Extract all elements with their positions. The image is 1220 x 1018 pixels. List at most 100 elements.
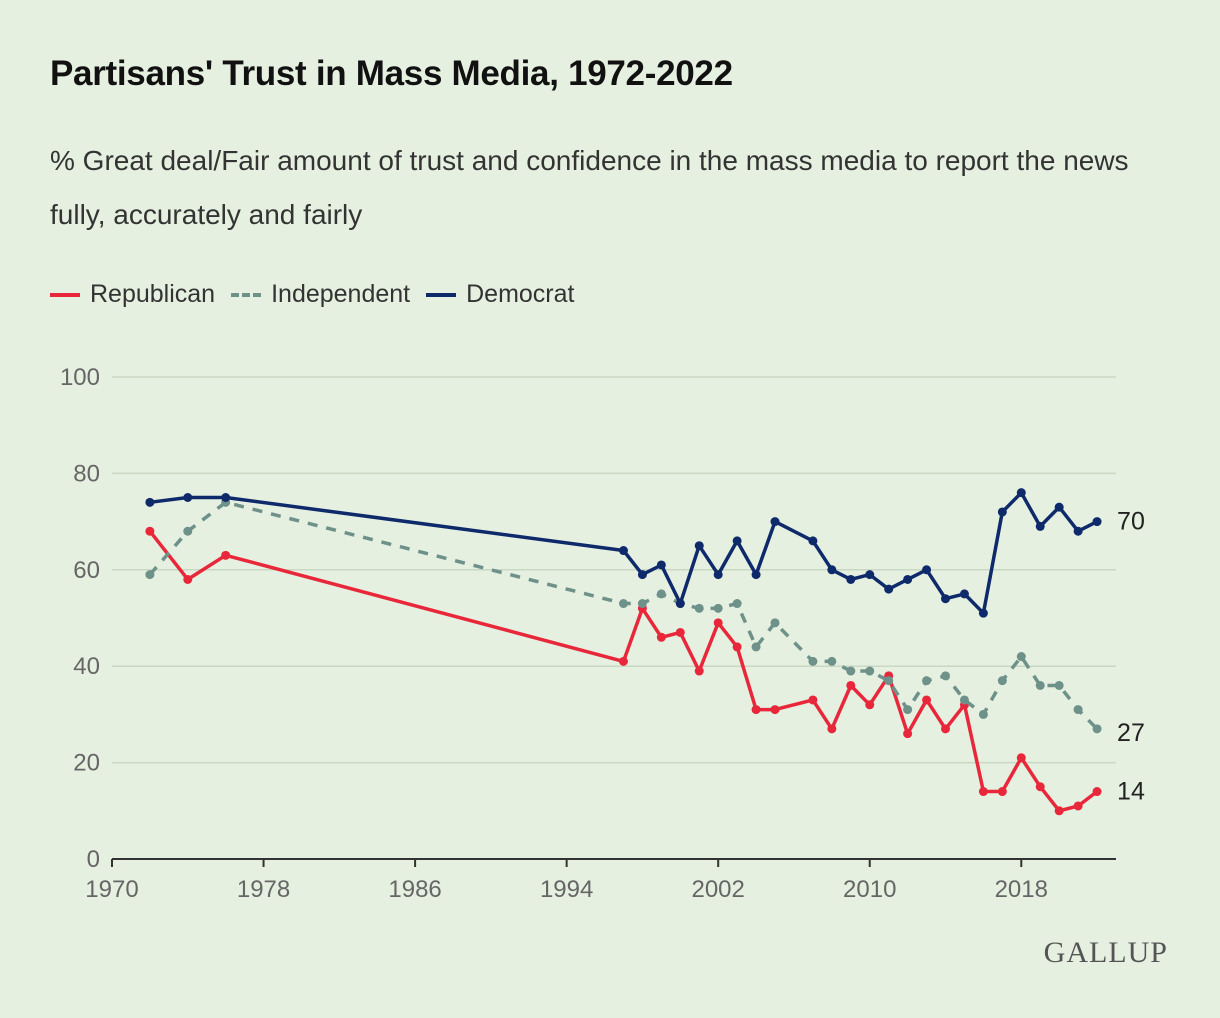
data-point-republican: [675, 627, 685, 637]
x-tick-label: 2018: [995, 876, 1048, 903]
data-point-democrat: [865, 570, 875, 580]
data-point-republican: [770, 705, 780, 715]
data-point-democrat: [618, 546, 628, 556]
data-point-republican: [1092, 787, 1102, 797]
data-point-independent: [1016, 652, 1026, 662]
data-point-independent: [1073, 705, 1083, 715]
legend-item-independent: Independent: [231, 280, 410, 309]
y-tick-label: 80: [73, 460, 100, 487]
y-tick-label: 40: [73, 653, 100, 680]
data-point-independent: [732, 599, 742, 609]
legend-label-independent: Independent: [271, 280, 411, 308]
data-point-independent: [884, 676, 894, 686]
data-point-independent: [656, 589, 666, 599]
legend-label-democrat: Democrat: [466, 280, 575, 308]
data-point-democrat: [808, 536, 818, 546]
end-label-independent: 27: [1117, 719, 1145, 747]
y-tick-label: 100: [60, 364, 100, 391]
data-point-democrat: [1054, 502, 1064, 512]
gallup-logo: GALLUP: [1043, 936, 1168, 969]
legend-item-democrat: Democrat: [426, 280, 575, 309]
legend-label-republican: Republican: [90, 280, 216, 308]
data-point-republican: [183, 574, 193, 584]
data-point-democrat: [978, 608, 988, 618]
data-point-democrat: [846, 574, 856, 584]
data-point-democrat: [637, 570, 647, 580]
data-point-independent: [145, 570, 155, 580]
legend-swatch-republican: [50, 292, 80, 297]
x-tick-label: 1994: [540, 876, 593, 903]
data-point-republican: [941, 724, 951, 734]
legend-swatch-independent: [231, 292, 262, 297]
data-point-independent: [978, 709, 988, 719]
x-tick-label: 1978: [237, 876, 290, 903]
series-line-independent: [148, 500, 1099, 731]
y-tick-label: 60: [73, 557, 100, 584]
data-point-republican: [1016, 753, 1026, 763]
data-point-independent: [1035, 680, 1045, 690]
data-point-democrat: [922, 565, 932, 575]
data-point-independent: [827, 656, 837, 666]
data-point-democrat: [1073, 526, 1083, 536]
data-point-republican: [732, 642, 742, 652]
data-point-democrat: [1016, 488, 1026, 498]
data-point-democrat: [713, 570, 723, 580]
data-point-democrat: [941, 594, 951, 604]
x-tick-label: 1986: [388, 876, 441, 903]
series-line-republican: [148, 530, 1099, 813]
y-tick-label: 0: [87, 846, 100, 873]
data-point-republican: [978, 787, 988, 797]
legend: Republican Independent Democrat: [50, 280, 591, 309]
x-tick-label: 2002: [691, 876, 744, 903]
data-point-independent: [865, 666, 875, 676]
data-point-independent: [959, 695, 969, 705]
data-point-democrat: [884, 584, 894, 594]
data-point-independent: [922, 676, 932, 686]
data-point-republican: [694, 666, 704, 676]
data-point-independent: [1092, 724, 1102, 734]
chart-title: Partisans' Trust in Mass Media, 1972-202…: [50, 54, 733, 93]
data-point-republican: [922, 695, 932, 705]
series-line-democrat: [149, 490, 1098, 615]
data-point-democrat: [1092, 517, 1102, 527]
data-point-democrat: [656, 560, 666, 570]
data-point-republican: [145, 526, 155, 536]
data-point-democrat: [959, 589, 969, 599]
data-point-republican: [808, 695, 818, 705]
data-point-independent: [637, 599, 647, 609]
data-point-republican: [903, 729, 913, 739]
data-point-republican: [656, 632, 666, 642]
data-point-republican: [1054, 806, 1064, 816]
data-point-independent: [1054, 680, 1064, 690]
data-point-democrat: [827, 565, 837, 575]
data-point-independent: [770, 618, 780, 628]
data-point-democrat: [770, 517, 780, 527]
data-point-republican: [827, 724, 837, 734]
data-point-republican: [997, 787, 1007, 797]
data-point-democrat: [694, 541, 704, 551]
data-point-democrat: [732, 536, 742, 546]
x-tick-label: 2010: [843, 876, 896, 903]
data-point-independent: [846, 666, 856, 676]
end-label-republican: 14: [1117, 778, 1145, 806]
data-point-independent: [713, 603, 723, 613]
data-point-republican: [1073, 801, 1083, 811]
legend-item-republican: Republican: [50, 280, 215, 309]
data-point-republican: [713, 618, 723, 628]
data-point-independent: [997, 676, 1007, 686]
data-point-democrat: [675, 599, 685, 609]
end-label-democrat: 70: [1117, 508, 1145, 536]
data-point-republican: [865, 700, 875, 710]
data-point-democrat: [1035, 521, 1045, 531]
data-point-democrat: [145, 497, 155, 507]
data-point-independent: [808, 656, 818, 666]
legend-swatch-democrat: [426, 292, 457, 297]
data-point-republican: [1035, 782, 1045, 792]
data-point-independent: [694, 603, 704, 613]
chart-subtitle: % Great deal/Fair amount of trust and co…: [50, 145, 1129, 230]
x-tick-label: 1970: [85, 876, 138, 903]
data-point-republican: [221, 550, 231, 560]
data-point-democrat: [183, 493, 193, 502]
data-point-democrat: [221, 493, 231, 502]
